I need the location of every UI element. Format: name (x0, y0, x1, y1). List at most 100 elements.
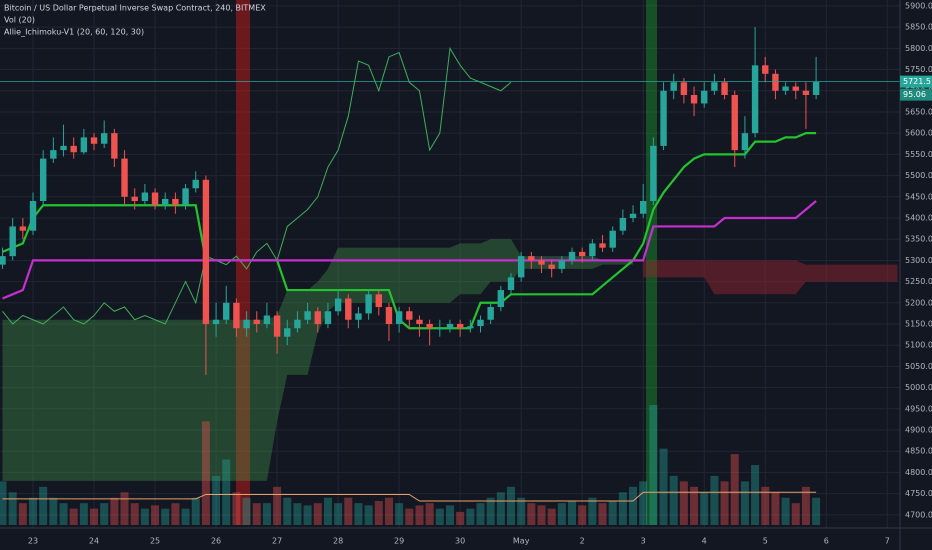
volume-bar (283, 497, 292, 525)
secondary-label: 95.06 (903, 90, 926, 99)
last-price-label: 5721.5 (903, 77, 931, 86)
candle-body (446, 323, 454, 329)
volume-bar (771, 492, 780, 525)
volume-bar (395, 503, 404, 525)
volume-bar (252, 503, 261, 525)
last-price-box (900, 75, 932, 88)
y-tick-label: 5200.0 (905, 298, 932, 307)
volume-bar (201, 421, 210, 525)
candle-body (406, 311, 413, 320)
volume-bar (110, 497, 119, 525)
volume-bar (354, 503, 363, 525)
candle-body (507, 277, 515, 291)
volume-bar (476, 503, 485, 525)
volume-bar (690, 486, 699, 525)
volume-bar (629, 486, 638, 525)
volume-bar (639, 481, 648, 525)
candle-body (751, 65, 759, 134)
volume-bar (323, 497, 332, 525)
volume-bar (374, 501, 383, 525)
candle-body (650, 145, 657, 202)
x-tick-label: 29 (394, 537, 404, 546)
volume-bar (761, 486, 770, 525)
candle-body (772, 73, 779, 91)
signal-band-red (236, 0, 250, 525)
candle-body (50, 150, 57, 159)
volume-bar (130, 503, 139, 525)
candle-body (619, 217, 627, 231)
volume-bar (588, 497, 597, 525)
candle-body (497, 290, 505, 308)
volume-bar (90, 508, 99, 525)
y-tick-label: 5450.0 (905, 192, 932, 201)
volume-bar (384, 497, 393, 525)
candle-body (680, 82, 688, 95)
candle-body (172, 198, 179, 206)
volume-bar (191, 497, 200, 525)
y-tick-label: 5250.0 (905, 277, 932, 286)
x-tick-label: 23 (28, 537, 38, 546)
candle-body (558, 260, 566, 269)
volume-bar (578, 505, 587, 525)
candle-body (731, 94, 738, 151)
candle-body (538, 260, 545, 265)
candle-body (456, 323, 464, 329)
candle-body (609, 230, 616, 248)
volume-bar (212, 475, 221, 525)
y-tick-label: 4700.0 (905, 510, 932, 519)
candle-body (782, 86, 789, 91)
volume-bar (18, 503, 27, 525)
x-tick-label: 6 (824, 537, 829, 546)
volume-bar (273, 486, 282, 525)
candle-body (162, 198, 169, 206)
y-tick-label: 5650.0 (905, 107, 932, 116)
volume-bar (151, 505, 160, 525)
volume-bar (507, 486, 515, 525)
x-tick-label: 27 (272, 537, 282, 546)
candle-body (578, 251, 586, 257)
candle-body (365, 294, 372, 314)
volume-bar (0, 481, 7, 525)
volume-bar (344, 497, 353, 525)
candle-body (111, 133, 118, 159)
candle-body (334, 298, 342, 312)
y-tick-label: 5400.0 (905, 213, 932, 222)
volume-bar (730, 454, 739, 525)
candle-body (192, 179, 199, 189)
y-tick-label: 4750.0 (905, 489, 932, 498)
volume-bar (527, 503, 536, 525)
candle-body (589, 243, 596, 257)
volume-bar (751, 465, 760, 525)
candle-body (741, 133, 749, 151)
volume-bar (598, 503, 607, 525)
candle-body (29, 201, 37, 231)
candle-body (70, 145, 77, 153)
axes: 4700.0 4750.0 4800.0 4850.0 4900.0 4950.0 5000… (28, 1, 932, 546)
candle-body (121, 158, 128, 197)
x-tick-label: May (513, 537, 530, 546)
volume-bar (69, 508, 78, 525)
volume-bar (49, 497, 58, 525)
y-tick-label: 5550.0 (905, 150, 932, 159)
volume-bar (39, 486, 48, 525)
volume-bar (618, 492, 627, 525)
volume-bar (679, 481, 688, 525)
candle-body (60, 145, 67, 151)
volume-bar (364, 505, 373, 525)
volume-bar (496, 492, 505, 525)
candle-body (324, 311, 332, 324)
y-tick-label: 5600.0 (905, 129, 932, 138)
candle-body (294, 319, 301, 329)
y-tick-label: 5150.0 (905, 319, 932, 328)
y-tick-label: 5800.0 (905, 44, 932, 53)
candle-body (212, 319, 220, 324)
x-tick-label: 28 (333, 537, 343, 546)
candle-body (223, 302, 230, 320)
volume-bar (181, 508, 190, 525)
y-tick-label: 5850.0 (905, 23, 932, 32)
y-tick-label: 5050.0 (905, 362, 932, 371)
y-tick-label: 5350.0 (905, 235, 932, 244)
volume-bar (303, 505, 312, 525)
candle-body (721, 82, 728, 95)
candle-body (467, 326, 474, 329)
